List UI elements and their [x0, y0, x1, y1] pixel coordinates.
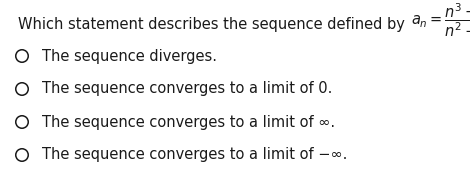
Text: The sequence diverges.: The sequence diverges.: [42, 49, 217, 63]
Text: Which statement describes the sequence defined by: Which statement describes the sequence d…: [18, 17, 409, 31]
Text: $a_n = \dfrac{n^3+3n}{n^2-6n}$?: $a_n = \dfrac{n^3+3n}{n^2-6n}$?: [412, 1, 470, 39]
Text: The sequence converges to a limit of 0.: The sequence converges to a limit of 0.: [42, 81, 332, 97]
Text: The sequence converges to a limit of ∞.: The sequence converges to a limit of ∞.: [42, 115, 335, 129]
Text: The sequence converges to a limit of −∞.: The sequence converges to a limit of −∞.: [42, 147, 347, 163]
